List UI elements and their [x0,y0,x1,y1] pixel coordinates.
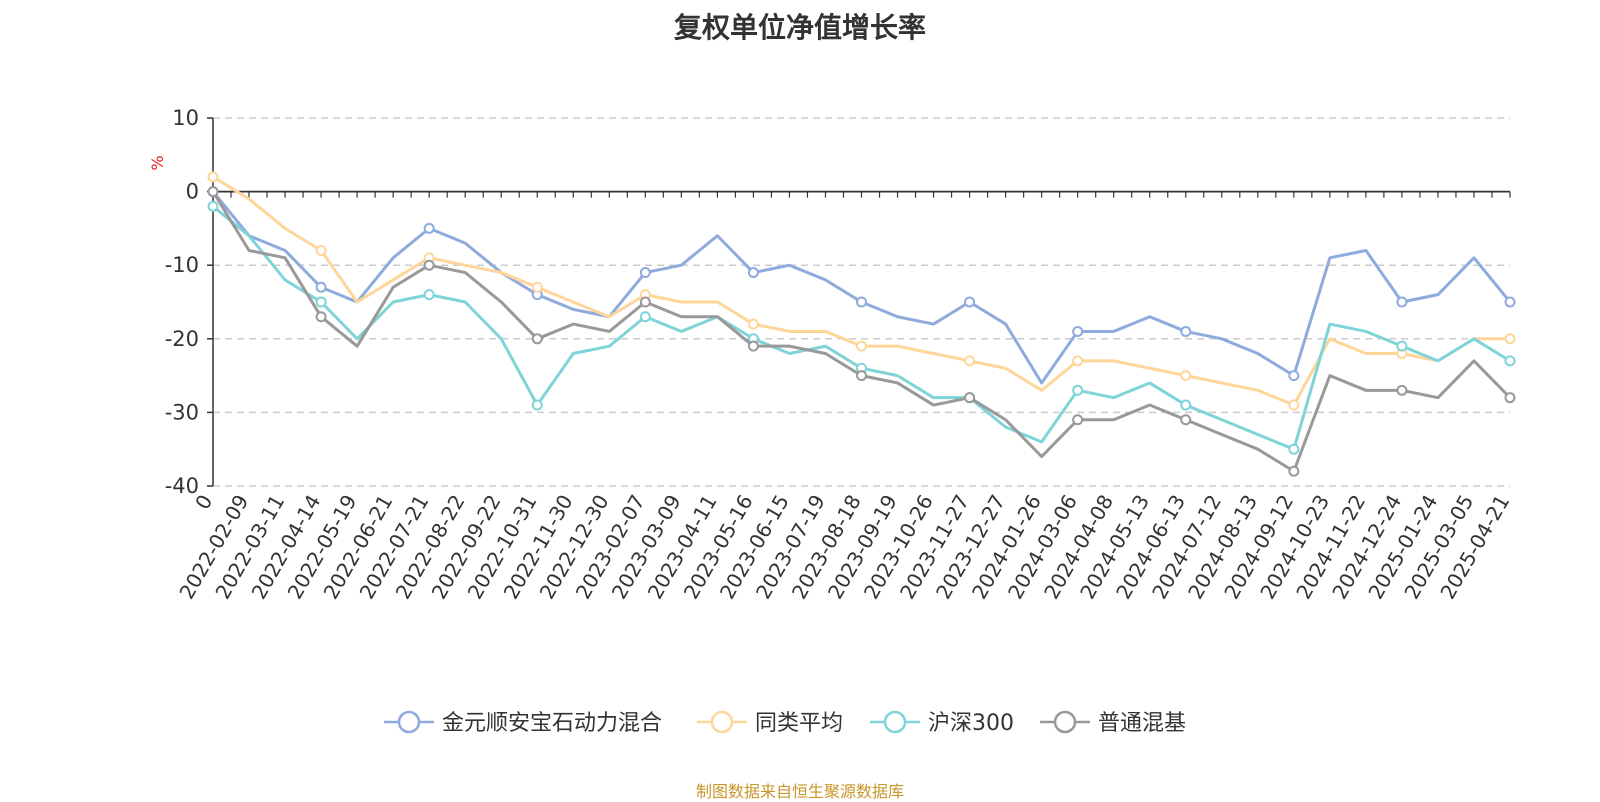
legend-marker [397,710,421,734]
series-point [1396,384,1408,396]
series-point [856,296,867,308]
legend-marker [883,710,907,734]
series-point [315,281,327,293]
y-axis-unit: % [148,155,167,170]
series-point [1180,414,1192,426]
series-point [531,399,543,411]
legend-label: 普通混基 [1098,711,1186,736]
series-point [423,222,435,234]
chart-title: 复权单位净值增长率 [673,11,926,44]
y-tick-label: -10 [165,253,199,277]
series-point [1504,392,1516,404]
legend-label: 同类平均 [755,711,843,736]
series-point [423,289,435,301]
series-point [207,200,219,212]
series-point [856,370,867,382]
series-point [856,340,867,352]
data-source-note: 制图数据来自恒生聚源数据库 [695,782,904,801]
series-point [747,340,759,352]
series-point [1072,414,1084,426]
legend-marker [710,710,734,734]
series-point [1504,296,1516,308]
series-point [207,186,219,198]
series-point [1072,355,1084,367]
series-point [1396,340,1408,352]
y-tick-label: 0 [186,180,199,204]
y-tick-label: 10 [172,106,199,130]
series-point [1072,384,1084,396]
series-point [1288,443,1300,455]
legend-label: 沪深300 [928,711,1014,736]
series-point [1180,325,1192,337]
y-tick-label: -40 [165,474,199,498]
series-point [1504,333,1516,345]
series-point [964,296,976,308]
y-tick-label: -20 [165,327,199,351]
legend-marker [1053,710,1077,734]
series-point [1288,465,1300,477]
series-point [207,171,219,183]
series-point [747,267,759,279]
series-point [531,333,543,345]
series-point [1504,355,1516,367]
series-point [639,311,651,323]
series-point [315,311,327,323]
series-point [964,355,976,367]
series-point [1288,370,1300,382]
series-point [747,318,759,330]
series-point [1180,399,1192,411]
series-point [1288,399,1300,411]
series-point [423,259,435,271]
series-line [211,190,1512,473]
series-point [531,281,543,293]
series-point [639,296,651,308]
legend-label: 金元顺安宝石动力混合 [442,711,662,736]
x-tick-label: 0 [190,491,217,514]
series-point [315,244,327,256]
series-point [964,392,976,404]
series-point [1072,325,1084,337]
series-point [315,296,327,308]
series-point [1396,296,1408,308]
series-point [639,267,651,279]
series-line [211,190,1512,385]
y-tick-label: -30 [165,400,199,424]
series-point [1180,370,1192,382]
